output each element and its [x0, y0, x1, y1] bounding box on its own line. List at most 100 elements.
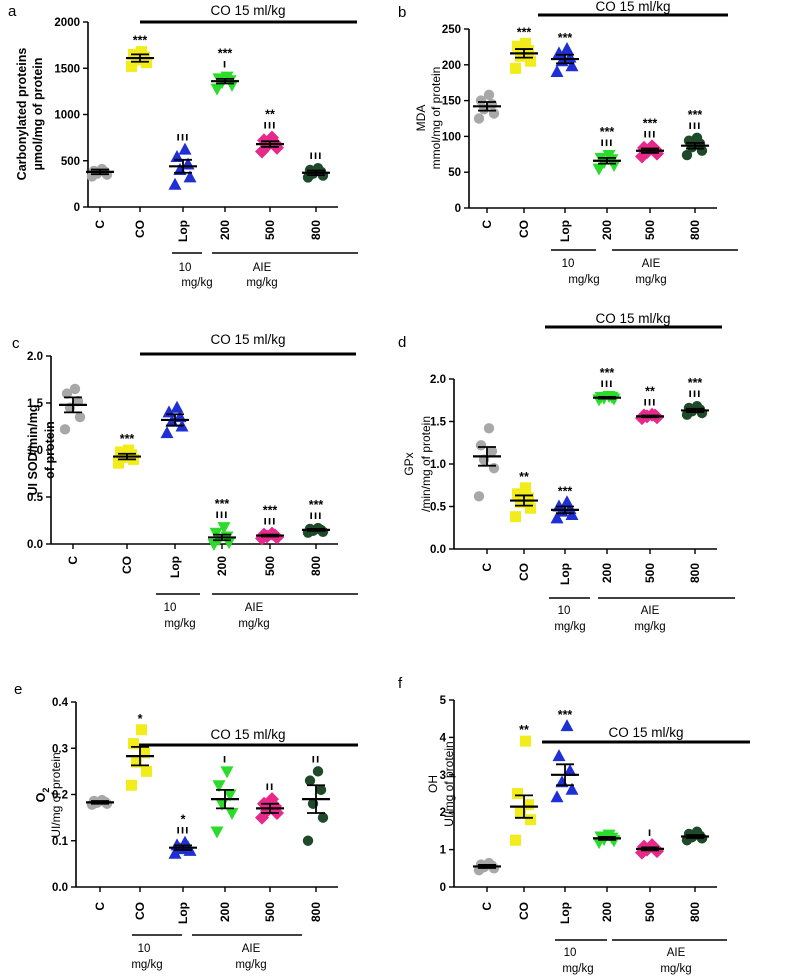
data-point [488, 463, 500, 474]
data-point [594, 152, 608, 165]
group-label: 10 [558, 605, 571, 617]
series-Lop: ııı* [168, 813, 197, 859]
series-CO: *** [510, 25, 538, 74]
y-tick-label: 100 [442, 131, 461, 143]
data-point [563, 764, 577, 777]
x-tick-label: 800 [688, 563, 702, 583]
data-point [304, 775, 316, 786]
group-label-units: mg/kg [635, 274, 666, 286]
significance-vs-co: ııı [600, 376, 613, 390]
y-tick-label: 250 [442, 24, 461, 36]
significance-vs-control: * [181, 813, 186, 827]
y-tick-label: 0 [440, 882, 446, 894]
group-label: 10 [179, 262, 192, 274]
y-axis-label-units: UI/mg of protein [442, 741, 456, 826]
significance-vs-control: ** [519, 723, 529, 737]
panel-letter: b [398, 4, 406, 21]
y-tick-label: 0.5 [430, 502, 447, 514]
data-point [74, 411, 86, 423]
x-tick-label: 500 [263, 556, 277, 576]
y-tick-label: 150 [442, 96, 461, 108]
data-point [510, 62, 521, 74]
significance-vs-control: *** [558, 708, 573, 722]
group-label: AIE [642, 258, 661, 270]
x-tick-label: 500 [643, 902, 657, 922]
series-800 [681, 826, 709, 846]
y-tick-label: 500 [61, 156, 80, 168]
series-CO: *** [126, 34, 154, 72]
significance-vs-control: *** [263, 504, 278, 518]
x-tick-label: Lop [558, 563, 572, 585]
group-label: 10 [564, 947, 577, 959]
significance-vs-control: *** [215, 497, 230, 511]
data-point [131, 54, 142, 66]
series-Lop: ııı [168, 130, 197, 190]
data-point [210, 826, 224, 839]
significance-vs-co: ııı [643, 395, 656, 409]
series-500: ııı*** [255, 504, 284, 546]
data-point [160, 426, 174, 439]
y-tick-label: 0.5 [27, 492, 44, 504]
y-tick-label: 200 [442, 60, 461, 72]
y-tick-label: 1.0 [430, 459, 446, 471]
y-tick-label: 4 [440, 732, 447, 744]
group-label: AIE [667, 947, 686, 959]
data-point [560, 495, 574, 508]
data-point [136, 46, 147, 58]
panel-letter: c [12, 335, 20, 352]
bracket-label: CO 15 ml/kg [608, 725, 683, 740]
x-tick-label: Lop [168, 556, 182, 578]
data-point [486, 446, 498, 457]
y-tick-label: 0.2 [52, 790, 68, 802]
series-CO: *** [113, 432, 141, 469]
data-point [552, 749, 566, 762]
group-label-units: mg/kg [181, 277, 212, 289]
data-point [126, 779, 137, 791]
data-point [592, 163, 606, 176]
data-point [602, 150, 616, 163]
subscript: 2 [41, 788, 51, 793]
data-point [225, 808, 239, 820]
y-tick-label: 1.5 [27, 398, 44, 410]
data-point [317, 812, 329, 823]
series-CO: ** [510, 723, 538, 846]
x-tick-label: Lop [558, 220, 572, 242]
y-tick-label: 1.0 [27, 445, 43, 457]
y-tick-label: 3 [440, 770, 446, 782]
group-label-units: mg/kg [131, 959, 162, 971]
data-point [170, 400, 184, 413]
series-Lop [160, 400, 189, 439]
x-tick-label: CO [517, 902, 531, 920]
x-tick-label: Lop [176, 220, 190, 242]
series-Lop: *** [550, 484, 579, 524]
x-tick-label: 800 [688, 220, 702, 240]
data-point [126, 60, 137, 72]
panel-c: c 0.0 0.5 1.0 1.5 2.0 C CO Lop 200 500 800 UI SOD/mi… [12, 332, 358, 630]
y-axis-label: Carbonylated proteins [15, 48, 29, 181]
series-500: ııı** [635, 385, 664, 426]
x-tick-label: C [480, 902, 494, 911]
x-tick-label: 200 [218, 220, 232, 240]
series-200 [592, 829, 621, 850]
significance-vs-co: ı [223, 751, 227, 765]
data-point [123, 444, 134, 456]
data-point [183, 170, 197, 183]
data-point [602, 829, 616, 842]
significance-vs-control: *** [688, 376, 703, 390]
x-tick-label: 500 [263, 220, 277, 240]
series-200: ııı*** [207, 497, 236, 551]
bracket-label: CO 15 ml/kg [210, 3, 285, 18]
data-point [61, 388, 73, 399]
group-label: AIE [641, 605, 660, 617]
x-tick-label: 500 [643, 220, 657, 240]
data-point [128, 738, 139, 750]
data-point [486, 98, 498, 110]
data-point [550, 64, 564, 77]
significance-vs-co: ııı [176, 130, 189, 144]
significance-vs-control: *** [600, 125, 615, 139]
data-point [475, 95, 487, 106]
bracket-label: CO 15 ml/kg [210, 332, 285, 347]
series-Lop: *** [550, 708, 579, 803]
x-tick-label: 800 [688, 902, 702, 922]
